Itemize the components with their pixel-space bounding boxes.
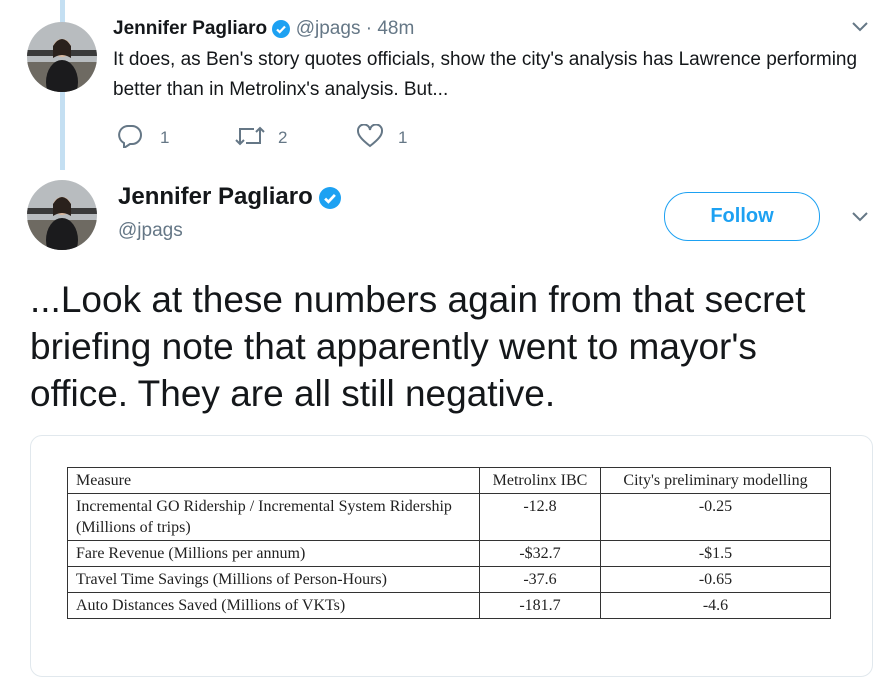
timestamp[interactable]: 48m <box>377 18 415 39</box>
handle[interactable]: @jpags <box>295 18 361 39</box>
retweet-count: 2 <box>278 128 288 147</box>
author-header: Jennifer Pagliaro <box>118 183 342 211</box>
menu-chevron[interactable] <box>850 210 870 224</box>
avatar[interactable] <box>27 22 97 92</box>
cell: Incremental GO Ridership / Incremental S… <box>67 493 480 541</box>
table-row: Auto Distances Saved (Millions of VKTs) -… <box>67 592 831 619</box>
cell: Fare Revenue (Millions per annum) <box>67 540 480 567</box>
like-count: 1 <box>398 128 408 147</box>
table-row: Travel Time Savings (Millions of Person-… <box>67 566 831 593</box>
handle[interactable]: @jpags <box>118 220 183 241</box>
table-row: Incremental GO Ridership / Incremental S… <box>67 493 831 541</box>
cell: Auto Distances Saved (Millions of VKTs) <box>67 592 480 619</box>
like-icon[interactable] <box>356 124 384 148</box>
data-table: Measure Metrolinx IBC City's preliminary… <box>67 467 831 619</box>
verified-badge <box>272 19 291 38</box>
separator: · <box>365 18 373 39</box>
verified-badge <box>319 186 342 209</box>
cell: Travel Time Savings (Millions of Person-… <box>67 566 480 593</box>
avatar[interactable] <box>27 180 97 250</box>
header-cell: City's preliminary modelling <box>600 467 831 494</box>
header-cell: Measure <box>67 467 480 494</box>
cell: -181.7 <box>479 592 601 619</box>
tweet-text: It does, as Ben's story quotes officials… <box>113 49 858 100</box>
retweet-icon[interactable] <box>234 124 266 148</box>
follow-button[interactable]: Follow <box>664 192 820 241</box>
author-name[interactable]: Jennifer Pagliaro <box>118 183 313 210</box>
reply-header: Jennifer Pagliaro @jpags · 48m <box>113 18 414 40</box>
menu-chevron[interactable] <box>850 20 870 34</box>
cell: -0.25 <box>600 493 831 541</box>
reply-icon[interactable] <box>117 124 143 148</box>
header-cell: Metrolinx IBC <box>479 467 601 494</box>
table-row: Fare Revenue (Millions per annum) -$32.7-… <box>67 540 831 567</box>
reply-count: 1 <box>160 128 170 147</box>
tweet-text: ...Look at these numbers again from that… <box>30 279 806 414</box>
cell: -$32.7 <box>479 540 601 567</box>
cell: -12.8 <box>479 493 601 541</box>
author-name[interactable]: Jennifer Pagliaro <box>113 18 268 39</box>
cell: -0.65 <box>600 566 831 593</box>
cell: -37.6 <box>479 566 601 593</box>
cell: -4.6 <box>600 592 831 619</box>
header-row: Measure Metrolinx IBC City's preliminary… <box>67 467 831 494</box>
cell: -$1.5 <box>600 540 831 567</box>
